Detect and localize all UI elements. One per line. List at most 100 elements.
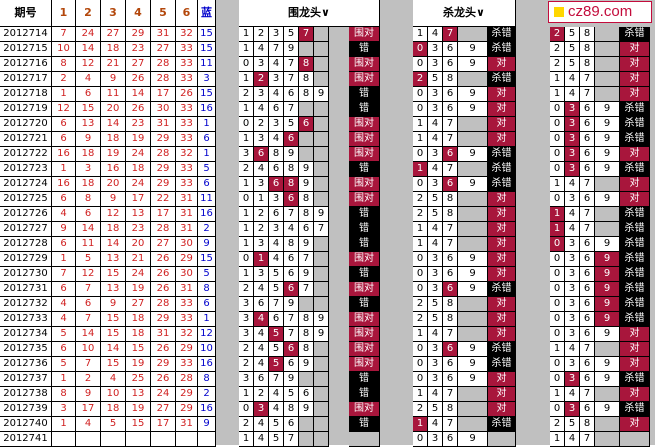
header-section1[interactable]: 围龙头∨ — [239, 0, 380, 27]
section2-digit: 2 — [413, 207, 428, 222]
section3-digit: 2 — [550, 27, 565, 42]
section1-digit: 8 — [284, 237, 299, 252]
section2-digit: 9 — [458, 57, 488, 72]
row-number: 1 — [52, 162, 76, 177]
site-logo[interactable]: cz89.com — [548, 1, 652, 23]
section3-result: 对 — [620, 87, 650, 102]
row-number: 31 — [176, 282, 198, 297]
section3-result: 对 — [620, 417, 650, 432]
row-period: 2012724 — [0, 177, 52, 192]
section1-digit: 8 — [299, 342, 314, 357]
row-number: 19 — [126, 402, 151, 417]
section3-digit: 6 — [580, 357, 595, 372]
section1-digit: 4 — [269, 252, 284, 267]
section1-digit — [314, 357, 329, 372]
section1-digit: 6 — [254, 147, 269, 162]
row-number: 16 — [52, 147, 76, 162]
row-number: 15 — [101, 312, 126, 327]
section1-digit: 9 — [299, 402, 314, 417]
section1-result: 围对 — [349, 117, 380, 132]
section3-digit: 9 — [595, 372, 620, 387]
section2-result: 杀错 — [488, 42, 516, 57]
section1-result: 错 — [349, 87, 380, 102]
row-period: 2012721 — [0, 132, 52, 147]
row-period: 2012732 — [0, 297, 52, 312]
section1-digit: 2 — [239, 417, 254, 432]
section2-digit: 2 — [413, 297, 428, 312]
section2-digit: 7 — [443, 117, 458, 132]
section3-digit: 8 — [580, 27, 595, 42]
row-number: 6 — [76, 87, 101, 102]
section2-digit — [458, 222, 488, 237]
row-period: 2012716 — [0, 57, 52, 72]
section1-result: 错 — [349, 387, 380, 402]
section2-digit: 8 — [443, 402, 458, 417]
section3-digit: 9 — [595, 147, 620, 162]
section3-digit: 7 — [580, 342, 595, 357]
section1-digit: 5 — [269, 327, 284, 342]
section1-digit: 3 — [254, 237, 269, 252]
section1-digit: 6 — [269, 177, 284, 192]
row-number: 29 — [151, 177, 176, 192]
section1-digit: 6 — [284, 357, 299, 372]
section3-digit: 0 — [550, 102, 565, 117]
section1-digit: 1 — [239, 132, 254, 147]
row-number: 26 — [126, 72, 151, 87]
section3-digit — [595, 42, 620, 57]
section1-digit: 3 — [254, 402, 269, 417]
section1-result: 围对 — [349, 342, 380, 357]
section1-digit: 9 — [299, 357, 314, 372]
section3-digit: 1 — [550, 222, 565, 237]
section1-digit: 3 — [269, 222, 284, 237]
section3-digit: 5 — [565, 27, 580, 42]
section3-digit: 6 — [580, 252, 595, 267]
section3-digit: 2 — [550, 417, 565, 432]
section2-result: 杀错 — [488, 162, 516, 177]
section1-digit — [314, 72, 329, 87]
section1-digit: 4 — [284, 222, 299, 237]
row-number: 6 — [52, 117, 76, 132]
section3-result: 杀错 — [620, 117, 650, 132]
section1-digit: 6 — [269, 162, 284, 177]
row-number: 31 — [151, 117, 176, 132]
row-number: 4 — [101, 372, 126, 387]
section2-digit: 5 — [428, 402, 443, 417]
section1-digit: 2 — [239, 162, 254, 177]
row-blue: 11 — [198, 192, 216, 207]
section1-digit: 1 — [239, 387, 254, 402]
row-period: 2012715 — [0, 42, 52, 57]
section1-digit: 6 — [269, 312, 284, 327]
section1-digit: 5 — [269, 357, 284, 372]
header-section2[interactable]: 杀龙头∨ — [413, 0, 516, 27]
row-number: 5 — [101, 417, 126, 432]
section2-digit: 4 — [428, 117, 443, 132]
row-number: 11 — [76, 237, 101, 252]
section3-digit: 3 — [565, 327, 580, 342]
row-number: 17 — [151, 417, 176, 432]
row-number: 11 — [101, 87, 126, 102]
section2-result: 对 — [488, 252, 516, 267]
section1-digit — [314, 297, 329, 312]
section1-digit: 5 — [284, 117, 299, 132]
section2-digit: 8 — [443, 312, 458, 327]
section3-result: 杀错 — [620, 162, 650, 177]
section3-digit: 0 — [550, 297, 565, 312]
section3-result: 对 — [620, 42, 650, 57]
section1-digit: 4 — [254, 282, 269, 297]
section3-digit: 8 — [580, 417, 595, 432]
row-blue: 1 — [198, 147, 216, 162]
section1-digit: 4 — [269, 57, 284, 72]
row-number: 7 — [76, 357, 101, 372]
section1-digit: 8 — [299, 207, 314, 222]
section1-digit: 2 — [254, 387, 269, 402]
section1-digit: 0 — [239, 252, 254, 267]
section3-digit: 9 — [595, 117, 620, 132]
section3-result: 杀错 — [620, 252, 650, 267]
row-number: 33 — [176, 162, 198, 177]
section3-digit: 4 — [565, 342, 580, 357]
row-number: 4 — [52, 297, 76, 312]
row-number: 24 — [126, 177, 151, 192]
section2-digit — [458, 312, 488, 327]
section3-digit: 6 — [580, 402, 595, 417]
section1-digit: 4 — [269, 402, 284, 417]
